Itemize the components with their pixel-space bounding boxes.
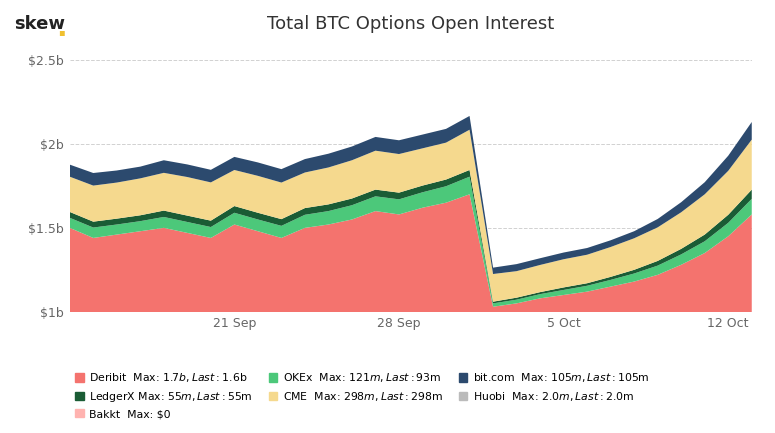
Legend: Deribit  Max: $1.7b, Last: $1.6b, LedgerX Max: $55m, Last: $55m, Bakkt  Max: $0,: Deribit Max: $1.7b, Last: $1.6b, LedgerX… xyxy=(75,371,649,419)
Text: skew: skew xyxy=(14,15,65,33)
Title: Total BTC Options Open Interest: Total BTC Options Open Interest xyxy=(267,16,554,33)
Text: .: . xyxy=(57,14,67,42)
